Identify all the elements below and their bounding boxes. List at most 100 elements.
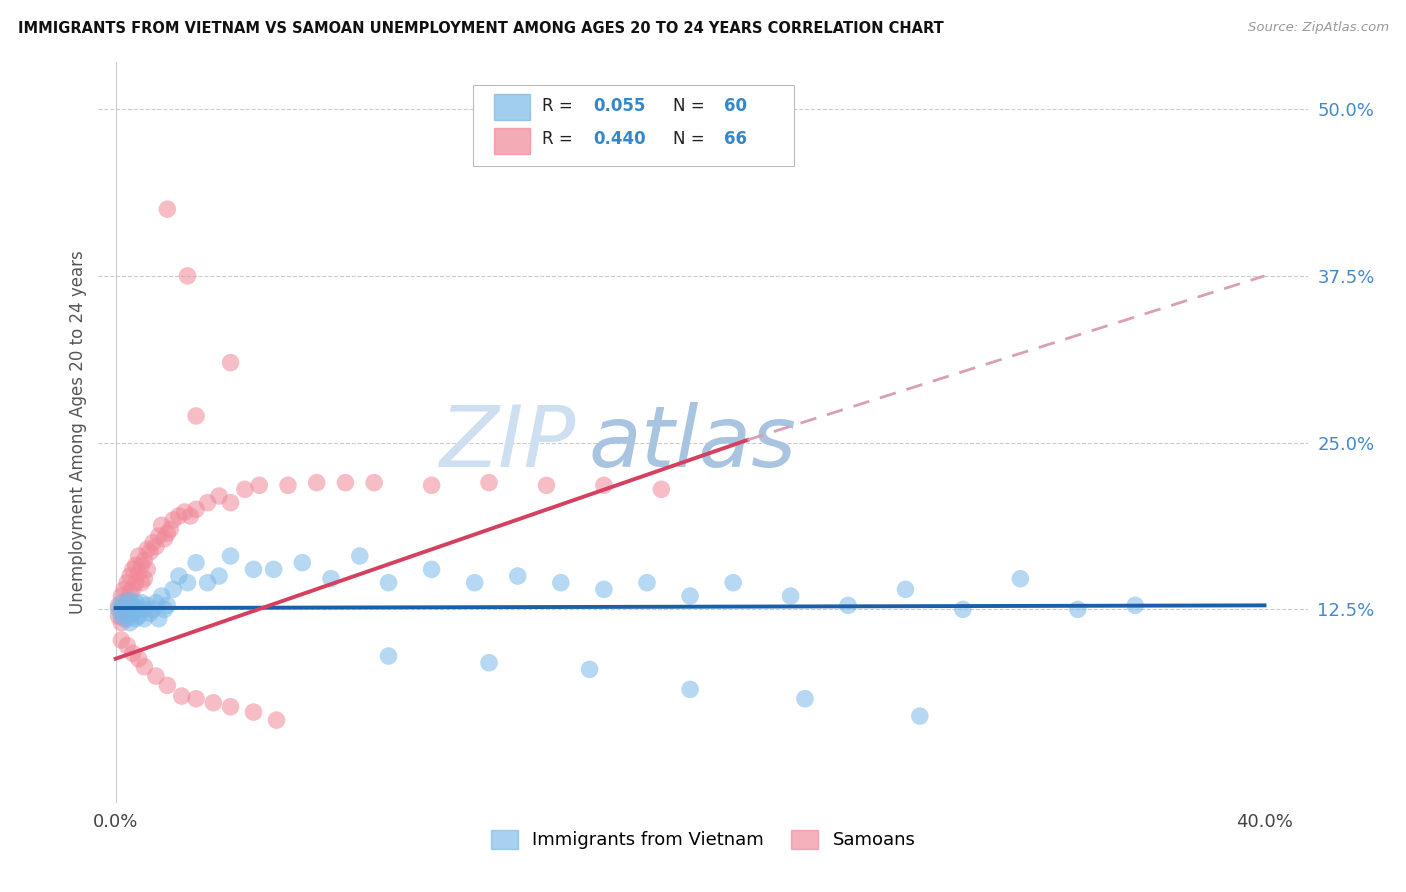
- Point: [506, 569, 529, 583]
- Point: [110, 633, 132, 648]
- Point: [184, 556, 207, 570]
- Point: [170, 689, 193, 703]
- Point: [139, 607, 162, 621]
- Point: [679, 589, 702, 603]
- Point: [145, 669, 167, 683]
- Point: [110, 596, 132, 610]
- Point: [176, 575, 198, 590]
- Point: [263, 562, 285, 576]
- Point: [219, 549, 242, 563]
- Point: [139, 545, 162, 559]
- Point: [128, 566, 150, 581]
- Point: [1123, 599, 1146, 613]
- Point: [156, 678, 179, 692]
- Point: [142, 602, 165, 616]
- Point: [593, 582, 616, 597]
- Point: [115, 607, 138, 621]
- Point: [197, 575, 219, 590]
- Point: [679, 682, 702, 697]
- Point: [377, 648, 399, 663]
- Point: [134, 602, 156, 616]
- Text: atlas: atlas: [588, 402, 796, 485]
- Point: [266, 713, 288, 727]
- Point: [1067, 602, 1090, 616]
- Point: [128, 651, 150, 665]
- Point: [115, 639, 138, 653]
- Point: [167, 569, 190, 583]
- Text: ZIP: ZIP: [440, 402, 576, 485]
- FancyBboxPatch shape: [474, 85, 793, 166]
- Point: [122, 562, 145, 576]
- Point: [277, 478, 299, 492]
- Point: [578, 662, 600, 676]
- Point: [115, 602, 138, 616]
- Point: [150, 518, 173, 533]
- Point: [118, 593, 141, 607]
- Point: [1010, 572, 1032, 586]
- Point: [131, 558, 153, 573]
- Point: [247, 478, 270, 492]
- Point: [118, 569, 141, 583]
- Point: [219, 496, 242, 510]
- Point: [112, 599, 135, 613]
- Point: [636, 575, 658, 590]
- Point: [550, 575, 572, 590]
- Point: [184, 502, 207, 516]
- Point: [478, 475, 501, 490]
- Point: [148, 529, 170, 543]
- Point: [219, 699, 242, 714]
- Point: [112, 612, 135, 626]
- Point: [112, 582, 135, 597]
- Point: [110, 602, 132, 616]
- Bar: [494, 95, 530, 120]
- Text: IMMIGRANTS FROM VIETNAM VS SAMOAN UNEMPLOYMENT AMONG AGES 20 TO 24 YEARS CORRELA: IMMIGRANTS FROM VIETNAM VS SAMOAN UNEMPL…: [18, 21, 943, 36]
- Point: [125, 612, 148, 626]
- Point: [721, 575, 744, 590]
- Point: [167, 508, 190, 523]
- Bar: [494, 128, 530, 153]
- Point: [136, 562, 159, 576]
- Point: [242, 562, 264, 576]
- Point: [128, 549, 150, 563]
- Point: [162, 582, 184, 597]
- Text: 0.055: 0.055: [593, 97, 645, 115]
- Point: [107, 609, 129, 624]
- Point: [128, 602, 150, 616]
- Point: [779, 589, 801, 603]
- Point: [464, 575, 486, 590]
- Point: [112, 607, 135, 621]
- Point: [118, 599, 141, 613]
- Point: [179, 508, 201, 523]
- Point: [908, 709, 931, 723]
- Point: [319, 572, 342, 586]
- Point: [197, 496, 219, 510]
- Point: [131, 575, 153, 590]
- Text: Source: ZipAtlas.com: Source: ZipAtlas.com: [1249, 21, 1389, 34]
- Point: [107, 602, 129, 616]
- Point: [122, 582, 145, 597]
- Point: [291, 556, 314, 570]
- Point: [335, 475, 357, 490]
- Point: [305, 475, 328, 490]
- Text: N =: N =: [672, 97, 710, 115]
- Point: [153, 602, 176, 616]
- Point: [110, 615, 132, 630]
- Point: [107, 599, 129, 613]
- Point: [134, 659, 156, 673]
- Point: [184, 691, 207, 706]
- Text: 0.440: 0.440: [593, 130, 645, 148]
- Point: [208, 489, 231, 503]
- Point: [420, 562, 443, 576]
- Point: [153, 532, 176, 546]
- Point: [349, 549, 371, 563]
- Point: [142, 535, 165, 549]
- Point: [118, 585, 141, 599]
- Point: [363, 475, 385, 490]
- Point: [536, 478, 558, 492]
- Point: [377, 575, 399, 590]
- Point: [219, 355, 242, 369]
- Point: [202, 696, 225, 710]
- Point: [420, 478, 443, 492]
- Point: [122, 599, 145, 613]
- Point: [162, 513, 184, 527]
